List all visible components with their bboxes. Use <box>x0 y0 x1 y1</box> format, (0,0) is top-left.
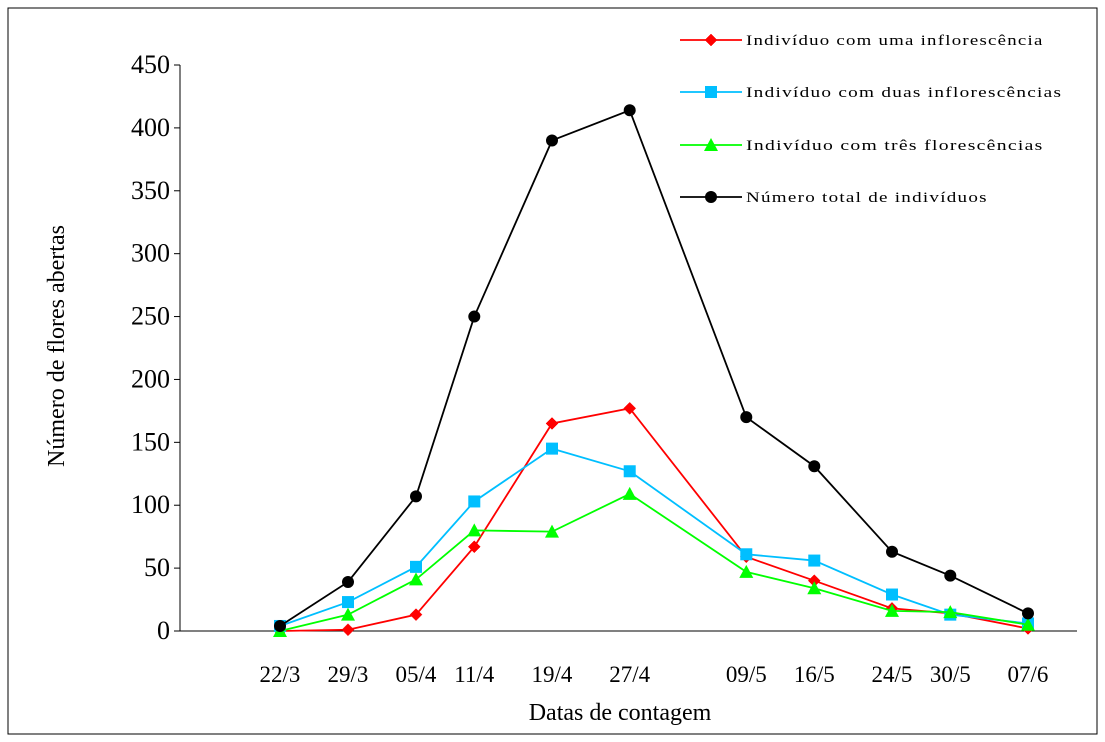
data-point-square <box>623 465 636 478</box>
data-point-circle <box>342 575 354 588</box>
legend: Indivíduo com uma inflorescência Indivídu… <box>680 33 1062 206</box>
series-layer <box>273 104 1035 638</box>
data-point-circle <box>944 569 957 582</box>
data-point-circle <box>468 310 481 323</box>
data-point-triangle <box>341 607 355 621</box>
series-3 <box>273 486 1035 637</box>
y-tick-label: 350 <box>131 176 170 205</box>
y-tick-label: 400 <box>131 113 170 142</box>
data-point-circle <box>546 134 558 147</box>
data-point-circle <box>808 460 821 473</box>
chart-border <box>7 7 1098 735</box>
data-point-triangle <box>807 581 822 595</box>
x-tick-label: 09/5 <box>726 662 767 687</box>
x-tick-label: 29/3 <box>328 662 369 687</box>
y-tick-label: 0 <box>157 616 170 645</box>
data-point-diamond <box>623 402 637 415</box>
y-tick-label: 50 <box>144 553 170 582</box>
data-point-square <box>808 554 821 567</box>
x-tick-label: 11/4 <box>454 662 495 687</box>
data-point-diamond <box>341 623 355 637</box>
x-tick-label: 30/5 <box>930 662 971 687</box>
y-tick-label: 100 <box>131 490 170 519</box>
legend-item-4: Número total de indivíduos <box>680 190 988 206</box>
data-point-triangle <box>622 486 637 500</box>
x-tick-label: 16/5 <box>794 662 835 687</box>
data-point-square <box>705 86 717 98</box>
data-point-triangle <box>409 572 423 586</box>
data-point-triangle <box>943 605 958 619</box>
data-point-square <box>410 560 422 573</box>
data-point-square <box>342 596 354 609</box>
legend-label: Indivíduo com duas inflorescências <box>746 85 1062 101</box>
x-tick-label: 27/4 <box>609 662 650 687</box>
legend-label: Indivíduo com três florescências <box>746 138 1044 154</box>
x-tick-label: 07/6 <box>1008 662 1049 687</box>
legend-item-2: Indivíduo com duas inflorescências <box>680 85 1062 101</box>
y-tick-label: 250 <box>131 302 170 331</box>
data-point-circle <box>886 545 898 558</box>
legend-label: Indivíduo com uma inflorescência <box>746 33 1044 49</box>
data-point-triangle <box>704 138 718 151</box>
x-tick-label: 19/4 <box>532 662 573 687</box>
data-point-triangle <box>739 564 754 578</box>
y-tick-label: 450 <box>131 50 170 79</box>
data-point-triangle <box>545 524 559 538</box>
x-tick-label: 24/5 <box>872 662 913 687</box>
data-point-triangle <box>1021 617 1035 631</box>
y-tick-label: 150 <box>131 427 170 456</box>
legend-item-1: Indivíduo com uma inflorescência <box>680 33 1044 49</box>
y-tick-label: 300 <box>131 239 170 268</box>
x-tick-label: 22/3 <box>260 662 301 687</box>
data-point-square <box>546 442 558 455</box>
data-point-diamond <box>704 33 718 47</box>
data-point-triangle <box>885 603 899 617</box>
legend-item-3: Indivíduo com três florescências <box>680 138 1044 154</box>
data-point-circle <box>410 490 422 503</box>
data-point-square <box>740 548 753 561</box>
data-point-triangle <box>467 523 482 537</box>
data-point-diamond <box>409 608 423 622</box>
data-point-square <box>468 495 481 508</box>
series-4 <box>274 104 1034 632</box>
x-tick-label: 05/4 <box>396 662 437 687</box>
data-point-diamond <box>467 540 481 554</box>
data-point-circle <box>274 619 286 632</box>
data-point-circle <box>705 191 717 203</box>
data-point-circle <box>740 411 753 424</box>
y-axis-title: Número de flores abertas <box>44 225 70 467</box>
data-point-diamond <box>545 417 559 430</box>
legend-label: Número total de indivíduos <box>746 190 988 206</box>
axes: 0 50 100 150 200 250 300 350 400 450 22/3 29/3 05/4 1… <box>131 50 1077 687</box>
data-point-square <box>886 588 898 601</box>
data-point-circle <box>623 104 636 117</box>
y-tick-label: 200 <box>131 364 170 393</box>
x-axis-title: Datas de contagem <box>529 700 712 726</box>
data-point-circle <box>1022 607 1034 620</box>
